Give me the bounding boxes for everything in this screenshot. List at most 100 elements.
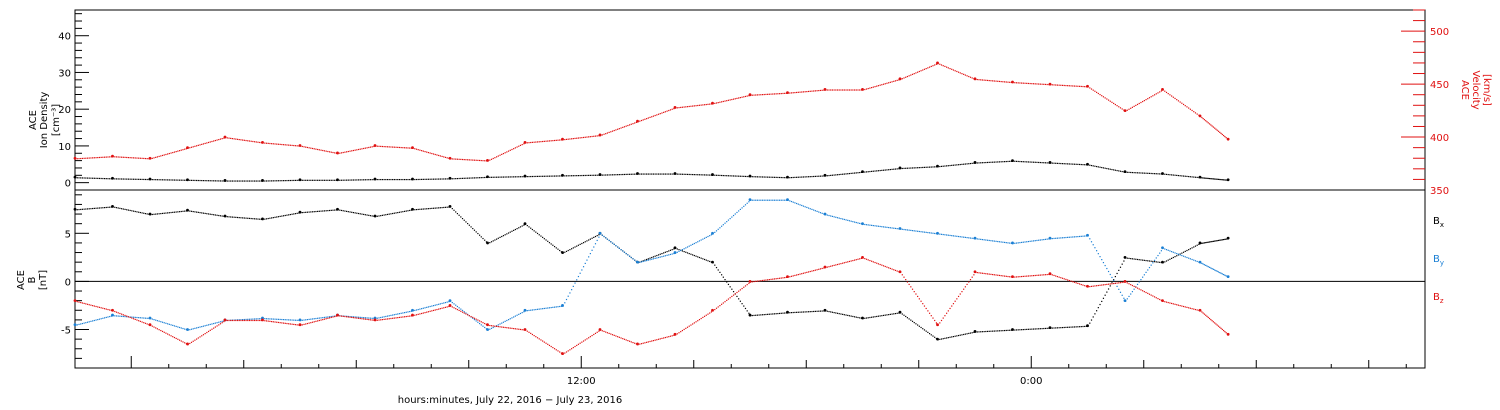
trace-dot: [151, 213, 153, 216]
data-point: [1048, 272, 1052, 276]
trace-dot: [1186, 106, 1188, 108]
trace-dot: [920, 166, 922, 169]
trace-dot: [213, 140, 215, 142]
trace-dot: [119, 156, 121, 158]
trace-dot: [490, 327, 493, 329]
trace-dot: [202, 334, 205, 336]
data-point: [561, 137, 564, 141]
trace-dot: [1068, 326, 1070, 328]
trace-dot: [211, 180, 213, 182]
data-point: [111, 308, 114, 312]
trace-dot: [1225, 179, 1227, 181]
trace-dot: [538, 338, 540, 340]
trace-dot: [985, 239, 987, 241]
trace-dot: [915, 230, 917, 232]
trace-dot: [992, 80, 994, 82]
trace-dot: [207, 213, 210, 215]
trace-dot: [673, 252, 675, 255]
trace-dot: [625, 173, 627, 176]
trace-dot: [663, 173, 665, 175]
trace-dot: [574, 246, 576, 248]
trace-dot: [209, 329, 211, 331]
data-point: [73, 299, 77, 303]
trace-dot: [944, 337, 946, 339]
trace-dot: [288, 144, 290, 146]
trace-dot: [1119, 107, 1122, 109]
trace-dot: [1153, 296, 1156, 298]
trace-dot: [468, 315, 470, 317]
trace-dot: [325, 179, 327, 181]
trace-dot: [467, 314, 469, 316]
trace-dot: [632, 341, 634, 344]
trace-dot: [1143, 274, 1145, 276]
trace-dot: [891, 168, 893, 170]
trace-dot: [1067, 85, 1069, 87]
trace-dot: [686, 252, 689, 254]
trace-dot: [553, 348, 556, 350]
trace-dot: [335, 315, 337, 317]
trace-dot: [736, 295, 738, 298]
trace-dot: [484, 326, 486, 329]
trace-dot: [1058, 84, 1060, 86]
trace-dot: [380, 316, 382, 319]
trace-dot: [223, 320, 225, 323]
trace-dot: [628, 124, 631, 126]
trace-dot: [153, 179, 155, 181]
trace-dot: [1131, 171, 1134, 174]
trace-dot: [538, 175, 540, 177]
trace-dot: [1174, 303, 1176, 305]
trace-dot: [773, 93, 776, 95]
trace-dot: [738, 290, 740, 292]
data-point: [673, 246, 677, 250]
trace-dot: [651, 116, 653, 118]
trace-dot: [223, 320, 225, 322]
trace-dot: [934, 232, 936, 235]
trace-dot: [192, 179, 194, 182]
trace-dot: [431, 305, 433, 307]
data-point: [898, 227, 902, 230]
trace-dot: [830, 174, 832, 177]
trace-dot: [305, 146, 307, 148]
trace-dot: [980, 162, 982, 164]
trace-dot: [790, 176, 793, 179]
trace-dot: [743, 205, 745, 207]
bottom-panel-series: [73, 198, 1230, 355]
trace-dot: [990, 80, 992, 82]
trace-dot: [559, 175, 561, 177]
trace-dot: [736, 211, 738, 214]
trace-dot: [816, 210, 818, 212]
trace-dot: [761, 176, 764, 178]
trace-dot: [997, 240, 999, 243]
trace-dot: [1206, 177, 1208, 179]
trace-dot: [853, 316, 856, 318]
trace-dot: [581, 341, 583, 343]
trace-dot: [843, 89, 845, 91]
trace-dot: [219, 215, 222, 217]
trace-dot: [792, 176, 794, 179]
trace-dot: [565, 175, 568, 177]
trace-dot: [1205, 242, 1207, 244]
trace-dot: [654, 114, 656, 117]
trace-dot: [339, 179, 341, 181]
trace-dot: [888, 267, 890, 269]
trace-dot: [842, 262, 844, 264]
trace-dot: [850, 315, 852, 317]
trace-dot: [1155, 93, 1157, 95]
trace-dot: [593, 246, 595, 248]
trace-dot: [872, 170, 874, 172]
trace-dot: [961, 163, 963, 165]
trace-dot: [761, 279, 764, 282]
trace-dot: [308, 211, 310, 213]
trace-dot: [119, 207, 121, 209]
trace-dot: [156, 156, 159, 158]
trace-dot: [339, 209, 341, 211]
trace-dot: [201, 179, 203, 182]
trace-dot: [455, 304, 457, 306]
trace-dot: [1075, 85, 1077, 87]
trace-dot: [1184, 256, 1186, 258]
trace-dot: [426, 151, 428, 153]
trace-dot: [1160, 250, 1162, 252]
trace-dot: [821, 267, 823, 270]
trace-dot: [910, 229, 912, 231]
trace-dot: [103, 177, 106, 180]
